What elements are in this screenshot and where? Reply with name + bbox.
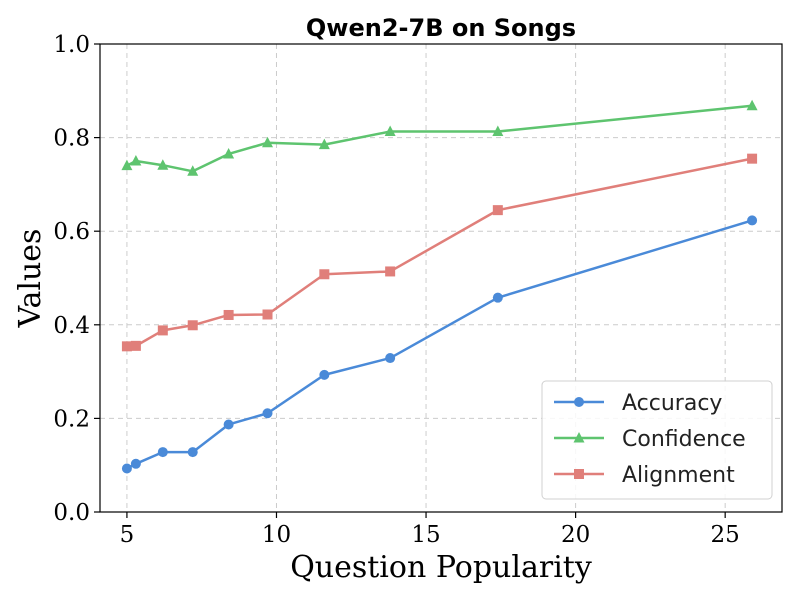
ticks-layer: 5 10 15 20 25 0.0 0.2 0.4 0.6 0.8 1.0 — [53, 32, 739, 548]
accuracy-point-7 — [385, 353, 396, 364]
x-tick-label-0: 5 — [120, 522, 135, 548]
legend-marker-confidence — [573, 432, 585, 443]
legend-marker-alignment — [574, 469, 584, 479]
alignment-point-6 — [319, 269, 330, 280]
confidence-point-1 — [130, 155, 142, 166]
alignment-point-0 — [121, 341, 132, 352]
alignment-point-5 — [262, 309, 273, 320]
y-tick-label-0: 0.0 — [53, 500, 90, 526]
plot-frame — [99, 43, 783, 513]
confidence-point-4 — [223, 147, 235, 159]
series-confidence — [121, 99, 758, 176]
legend-items: Accuracy Confidence Alignment — [554, 391, 746, 488]
accuracy-point-0 — [121, 463, 132, 474]
confidence-point-5 — [262, 136, 274, 148]
alignment-point-9 — [747, 153, 758, 164]
y-axis-label: Values — [13, 229, 48, 329]
accuracy-point-4 — [223, 419, 234, 430]
accuracy-point-9 — [747, 215, 758, 226]
accuracy-point-1 — [130, 458, 141, 469]
legend-marker-accuracy — [574, 397, 584, 407]
alignment-point-8 — [492, 205, 503, 216]
x-tick-label-2: 15 — [411, 522, 440, 548]
alignment-point-3 — [187, 320, 198, 331]
alignment-point-4 — [223, 309, 234, 320]
legend-item-accuracy: Accuracy — [554, 391, 722, 416]
confidence-point-2 — [157, 159, 169, 170]
legend-label-accuracy: Accuracy — [622, 391, 722, 416]
y-tick-label-3: 0.6 — [53, 219, 90, 245]
x-axis-label: Question Popularity — [290, 550, 592, 585]
accuracy-point-3 — [187, 447, 198, 458]
y-tick-label-1: 0.2 — [53, 406, 90, 432]
confidence-point-0 — [121, 159, 133, 171]
alignment-point-1 — [130, 340, 141, 351]
accuracy-point-2 — [157, 447, 168, 458]
confidence-point-7 — [384, 125, 396, 137]
series-layer — [121, 99, 758, 474]
confidence-point-6 — [318, 138, 330, 150]
series-accuracy — [121, 215, 758, 474]
accuracy-point-8 — [492, 292, 503, 303]
alignment-point-2 — [157, 325, 168, 336]
confidence-line — [125, 104, 754, 173]
y-tick-label-2: 0.4 — [53, 313, 90, 339]
y-tick-label-5: 1.0 — [53, 32, 90, 58]
accuracy-point-5 — [262, 408, 273, 419]
confidence-point-3 — [187, 165, 199, 176]
alignment-line — [125, 157, 754, 348]
confidence-point-9 — [746, 99, 758, 111]
legend-label-alignment: Alignment — [622, 463, 735, 488]
legend-item-alignment: Alignment — [554, 463, 735, 488]
legend-label-confidence: Confidence — [622, 427, 746, 452]
x-tick-label-1: 10 — [262, 522, 291, 548]
accuracy-point-6 — [319, 369, 330, 380]
x-tick-label-3: 20 — [561, 522, 590, 548]
alignment-point-7 — [385, 266, 396, 277]
accuracy-line — [125, 219, 754, 470]
y-tick-label-4: 0.8 — [53, 126, 90, 152]
legend-item-confidence: Confidence — [554, 427, 746, 452]
legend-box — [541, 380, 773, 500]
legend: Accuracy Confidence Alignment — [541, 380, 773, 500]
series-alignment — [121, 153, 758, 352]
x-tick-label-4: 25 — [711, 522, 740, 548]
confidence-point-8 — [492, 125, 504, 137]
chart-title: Qwen2-7B on Songs — [306, 14, 576, 42]
